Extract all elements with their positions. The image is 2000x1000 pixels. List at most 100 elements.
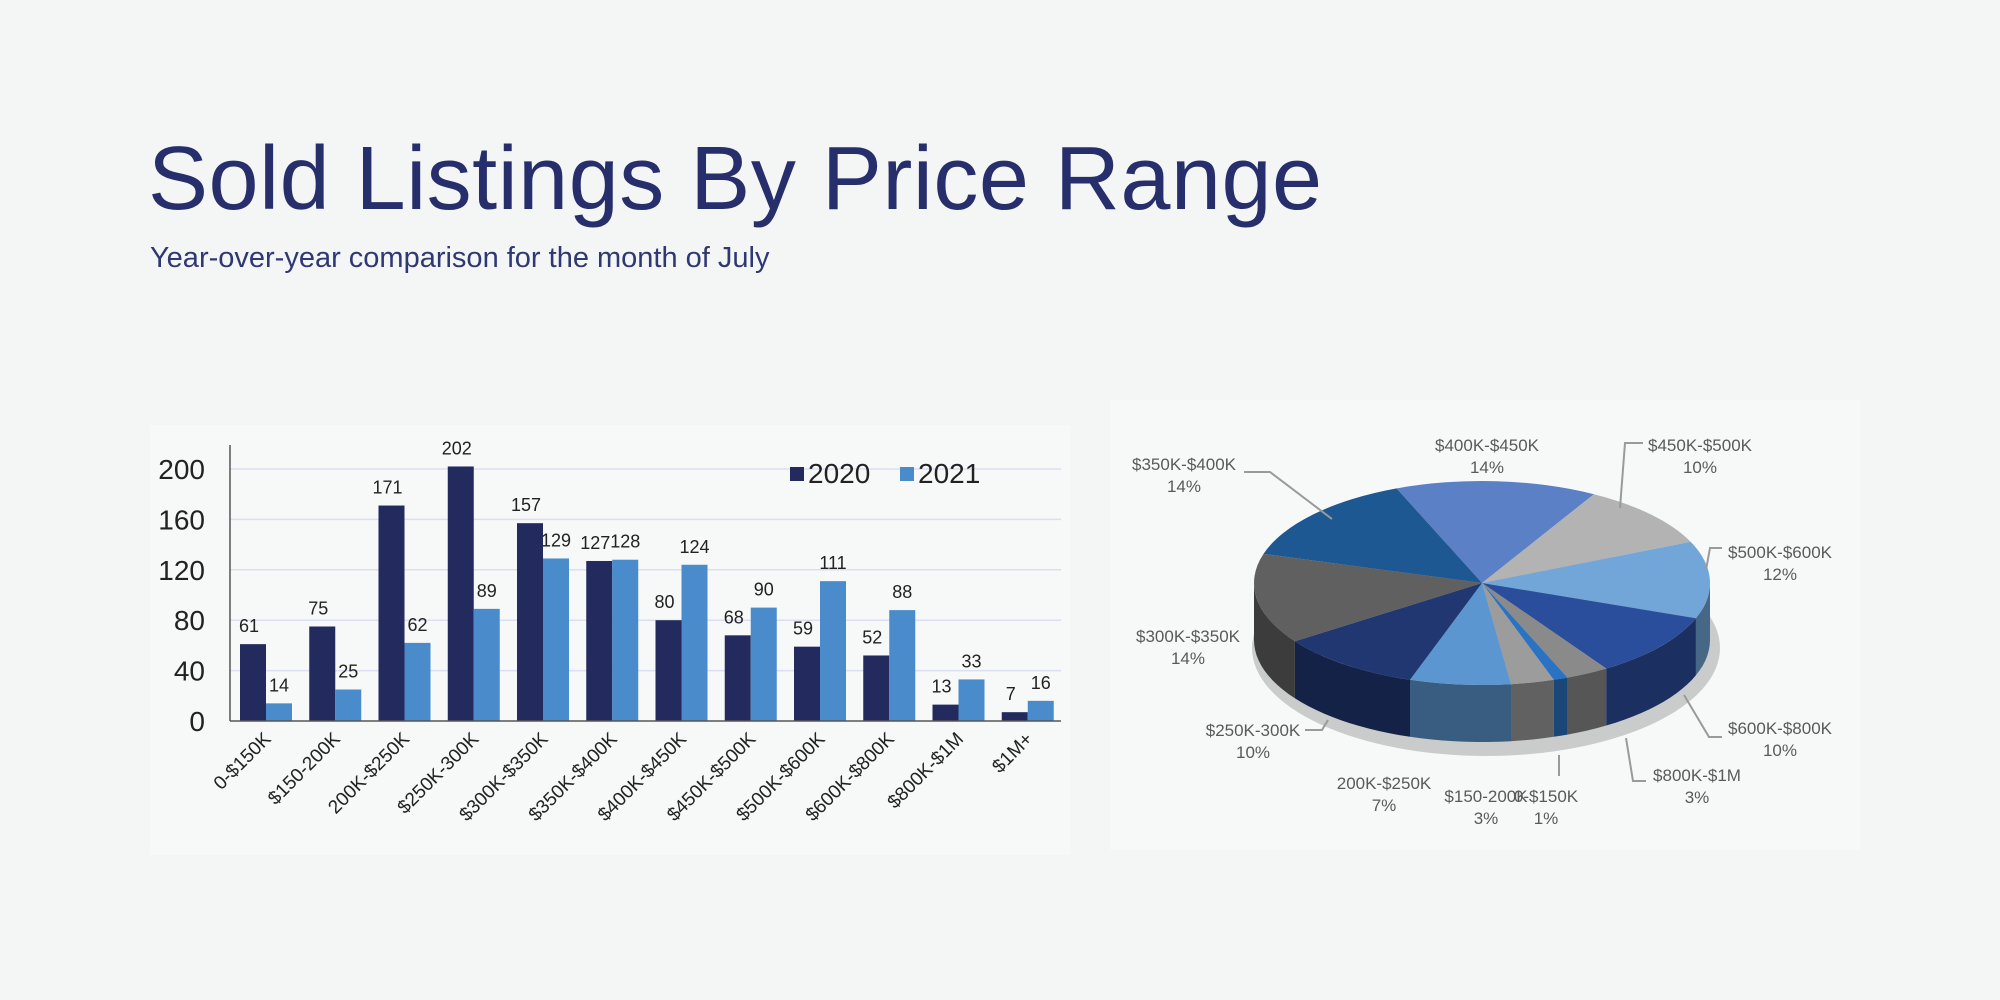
y-tick-label: 80 [174, 605, 205, 636]
y-tick-label: 0 [189, 706, 205, 737]
data-label: 202 [442, 438, 472, 458]
pie-side-2 [1695, 583, 1710, 676]
leader-line [1305, 719, 1329, 731]
pie-label-percent: 10% [1762, 741, 1798, 760]
pie-label: $800K-$1M 3% [1653, 765, 1741, 809]
legend-swatch-2021 [900, 467, 914, 481]
bar-2021-10 [958, 679, 985, 721]
bar-2021-3 [473, 608, 500, 721]
bar-2020-8 [794, 646, 820, 721]
pie-label: 0-$150K 1% [1514, 786, 1578, 830]
pie-label: $450K-$500K 10% [1648, 435, 1752, 479]
pie-label-percent: 10% [1682, 458, 1718, 477]
y-tick-label: 120 [158, 555, 205, 586]
bar-2020-0 [240, 644, 266, 721]
pie-label: $350K-$400K 14% [1132, 454, 1236, 498]
bar-2021-5 [612, 559, 639, 721]
bar-2020-6 [655, 620, 682, 721]
pie-label: $500K-$600K 12% [1728, 542, 1832, 586]
data-label: 68 [724, 607, 744, 627]
pie-slice-9 [1254, 553, 1482, 642]
bar-2020-10 [932, 704, 959, 721]
pie-side-3 [1606, 618, 1696, 726]
pie-slice-6 [1482, 583, 1554, 685]
pie-slice-1 [1482, 494, 1691, 583]
leader-line [1683, 694, 1722, 738]
pie-label-percent: 12% [1762, 565, 1798, 584]
legend-label-2021: 2021 [918, 458, 980, 489]
bar-2021-0 [266, 703, 292, 721]
bar-2021-6 [681, 564, 708, 721]
pie-chart [1244, 442, 1722, 782]
x-tick-label: $1M+ [988, 729, 1037, 778]
pie-slice-0 [1396, 481, 1594, 583]
pie-side-8 [1294, 641, 1410, 737]
bar-2020-2 [378, 505, 405, 721]
leader-line [1625, 737, 1646, 782]
pie-label: $150-200K 3% [1444, 786, 1527, 830]
pie-label: $400K-$450K 14% [1435, 435, 1539, 479]
pie-label-percent: 1% [1533, 809, 1559, 828]
bar-2021-2 [404, 642, 431, 721]
data-label: 128 [610, 532, 640, 552]
pie-label-range: $800K-$1M [1653, 766, 1741, 785]
pie-slice-3 [1482, 583, 1696, 669]
y-tick-label: 160 [158, 504, 205, 535]
pie-label: $250K-300K 10% [1206, 720, 1301, 764]
pie-slice-10 [1263, 488, 1482, 583]
pie-slice-2 [1482, 541, 1711, 619]
bar-2021-4 [543, 558, 569, 721]
pie-side-7 [1410, 679, 1511, 742]
data-label: 80 [654, 592, 674, 612]
bar-2021-9 [889, 610, 916, 721]
pie-label-range: $400K-$450K [1435, 436, 1539, 455]
data-label: 89 [477, 581, 497, 601]
pie-label-percent: 14% [1166, 477, 1202, 496]
data-label: 62 [407, 615, 427, 635]
pie-label-range: 0-$150K [1513, 787, 1579, 806]
bar-2020-1 [309, 626, 336, 721]
leader-line [1244, 471, 1333, 520]
data-label: 171 [372, 478, 402, 498]
bar-2020-5 [586, 560, 613, 721]
legend: 2020 2021 [790, 458, 980, 489]
pie-label: 200K-$250K 7% [1337, 773, 1432, 817]
legend-label-2020: 2020 [808, 458, 870, 489]
pie-slice-8 [1294, 583, 1482, 680]
data-label: 52 [862, 627, 882, 647]
bar-2021-11 [1027, 700, 1054, 721]
bar-2020-4 [517, 523, 543, 721]
bar-2020-11 [1001, 712, 1028, 721]
pie-slice-4 [1482, 583, 1607, 678]
x-tick-label: 0-$150K [210, 728, 276, 794]
data-label: 157 [511, 495, 541, 515]
data-label: 111 [819, 553, 846, 573]
pie-label-percent: 7% [1371, 796, 1397, 815]
leader-line [1619, 442, 1643, 509]
pie-slice-7 [1410, 583, 1511, 686]
bar-2021-8 [820, 581, 846, 721]
pie-label-range: $450K-$500K [1648, 436, 1752, 455]
data-label: 59 [793, 619, 813, 639]
pie-slice-5 [1482, 583, 1568, 680]
page-subtitle: Year-over-year comparison for the month … [150, 242, 770, 274]
bar-2021-7 [750, 607, 777, 721]
pie-label-percent: 3% [1473, 809, 1499, 828]
page-title: Sold Listings By Price Range [148, 129, 1323, 229]
data-label: 129 [541, 530, 571, 550]
pie-label-range: $250K-300K [1205, 721, 1301, 740]
bar-2020-7 [724, 635, 751, 721]
data-label: 25 [338, 662, 358, 682]
y-tick-label: 200 [158, 454, 205, 485]
leader-line [1705, 547, 1722, 571]
data-label: 16 [1031, 673, 1051, 693]
data-label: 13 [931, 677, 951, 697]
pie-label-range: $600K-$800K [1728, 719, 1832, 738]
pie-label-percent: 14% [1170, 649, 1206, 668]
pie-label-range: $150-200K [1444, 787, 1528, 806]
pie-label-range: $350K-$400K [1132, 455, 1236, 474]
data-label: 7 [1006, 684, 1016, 704]
pie-label-percent: 3% [1684, 788, 1710, 807]
data-label: 33 [961, 651, 981, 671]
